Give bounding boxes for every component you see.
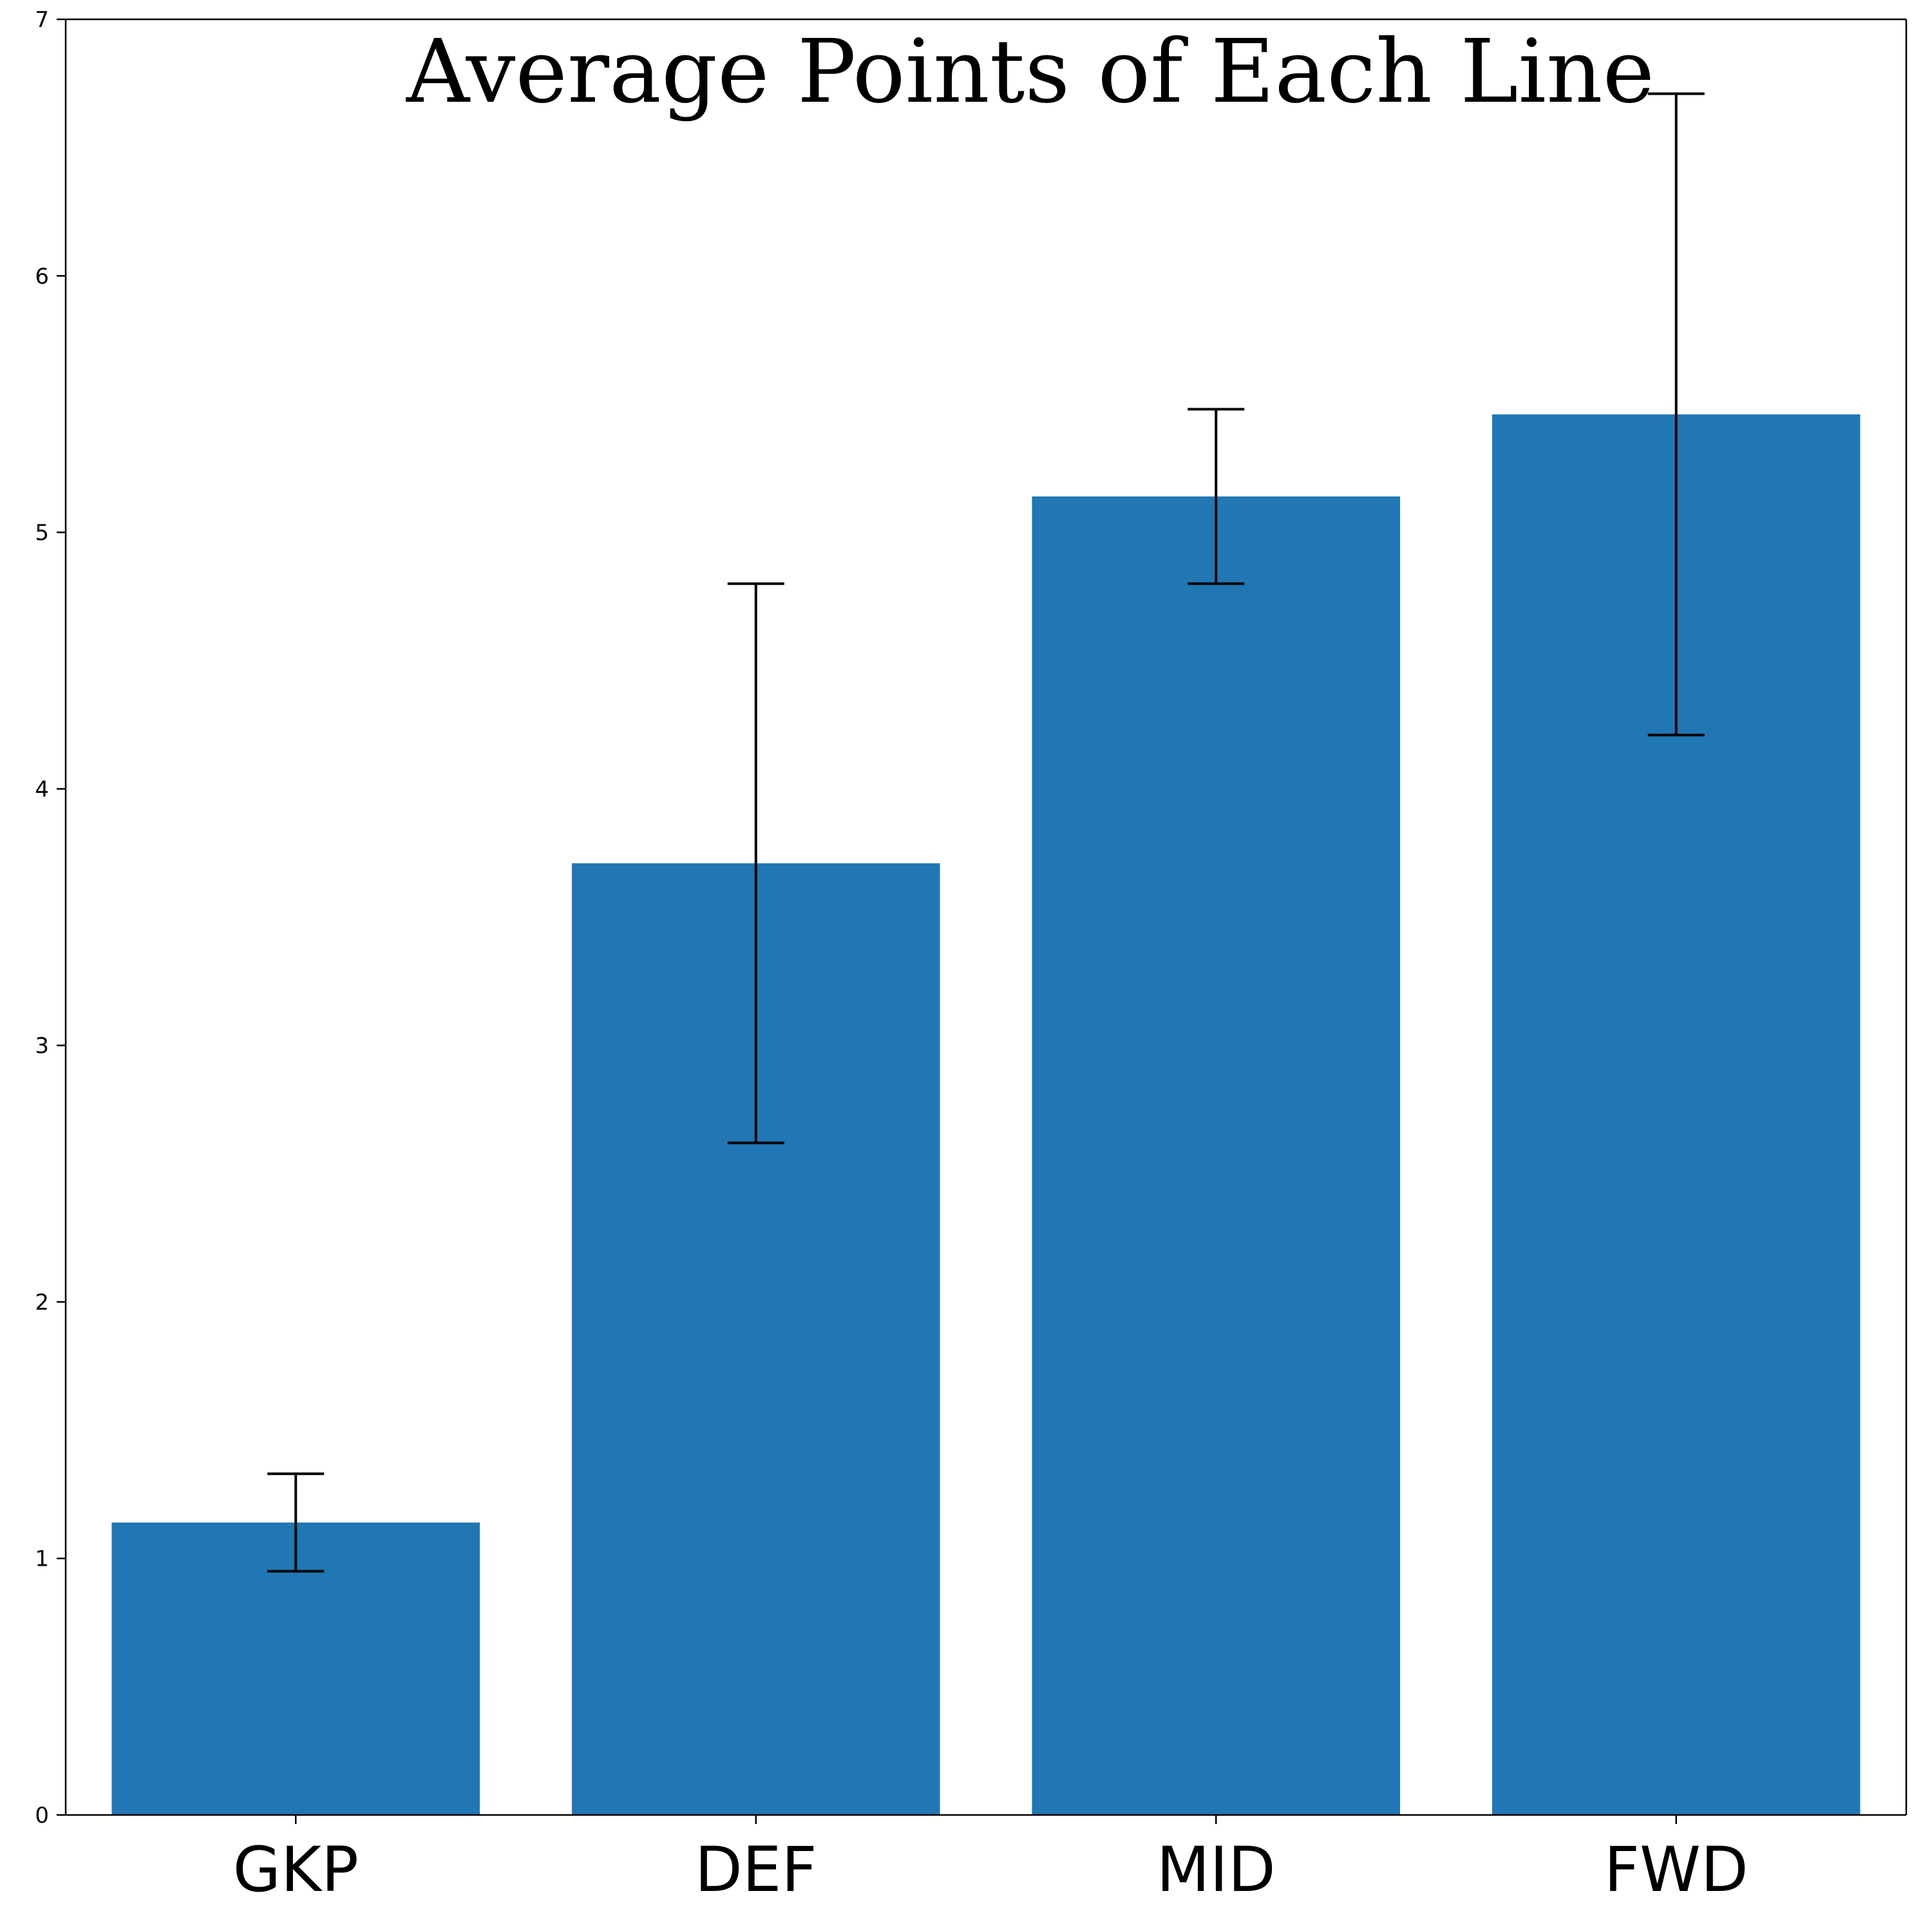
axes-group	[64, 18, 1908, 1816]
chart-title: Average Points of Each Line	[406, 21, 1654, 123]
y-tick-label-0: 0	[35, 1803, 49, 1828]
x-ticks-group: GKP DEF MID FWD	[233, 1815, 1748, 1906]
x-tick-label-fwd: FWD	[1604, 1834, 1748, 1906]
bars-group	[111, 414, 1861, 1816]
x-tick-label-mid: MID	[1157, 1834, 1276, 1906]
y-tick-label-3: 3	[35, 1033, 49, 1059]
errorbars-group	[267, 92, 1705, 1573]
y-tick-label-6: 6	[35, 263, 49, 289]
y-ticks-group: 0 1 2 3 4 5 6 7	[35, 7, 66, 1828]
y-tick-label-2: 2	[35, 1289, 49, 1315]
x-tick-label-def: DEF	[695, 1834, 817, 1906]
x-tick-label-gkp: GKP	[233, 1834, 359, 1906]
y-tick-label-4: 4	[35, 777, 49, 803]
y-tick-label-5: 5	[35, 520, 49, 546]
y-tick-label-1: 1	[35, 1546, 49, 1572]
bar-mid	[1032, 496, 1401, 1815]
y-tick-label-7: 7	[35, 7, 49, 33]
